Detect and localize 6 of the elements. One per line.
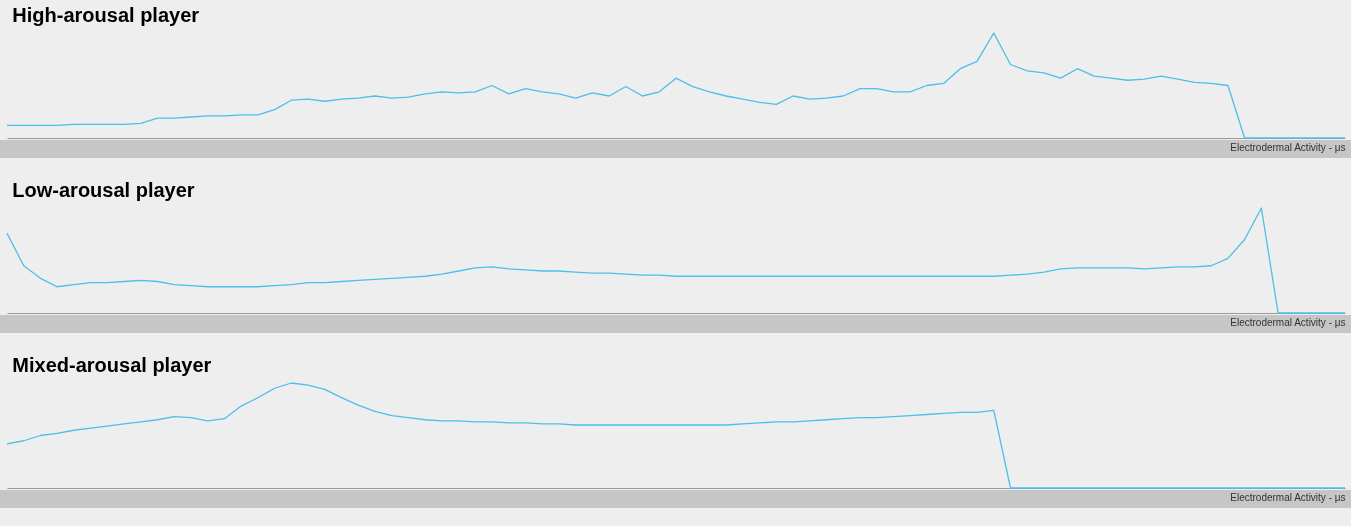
x-axis-title: Electrodermal Activity - μs — [1230, 491, 1346, 503]
chart-title: Low-arousal player — [12, 179, 195, 202]
x-axis-title: Electrodermal Activity - μs — [1230, 141, 1346, 153]
chart-title: Mixed-arousal player — [12, 354, 212, 377]
chart-title: High-arousal player — [12, 4, 200, 27]
x-axis-title: Electrodermal Activity - μs — [1230, 316, 1346, 328]
